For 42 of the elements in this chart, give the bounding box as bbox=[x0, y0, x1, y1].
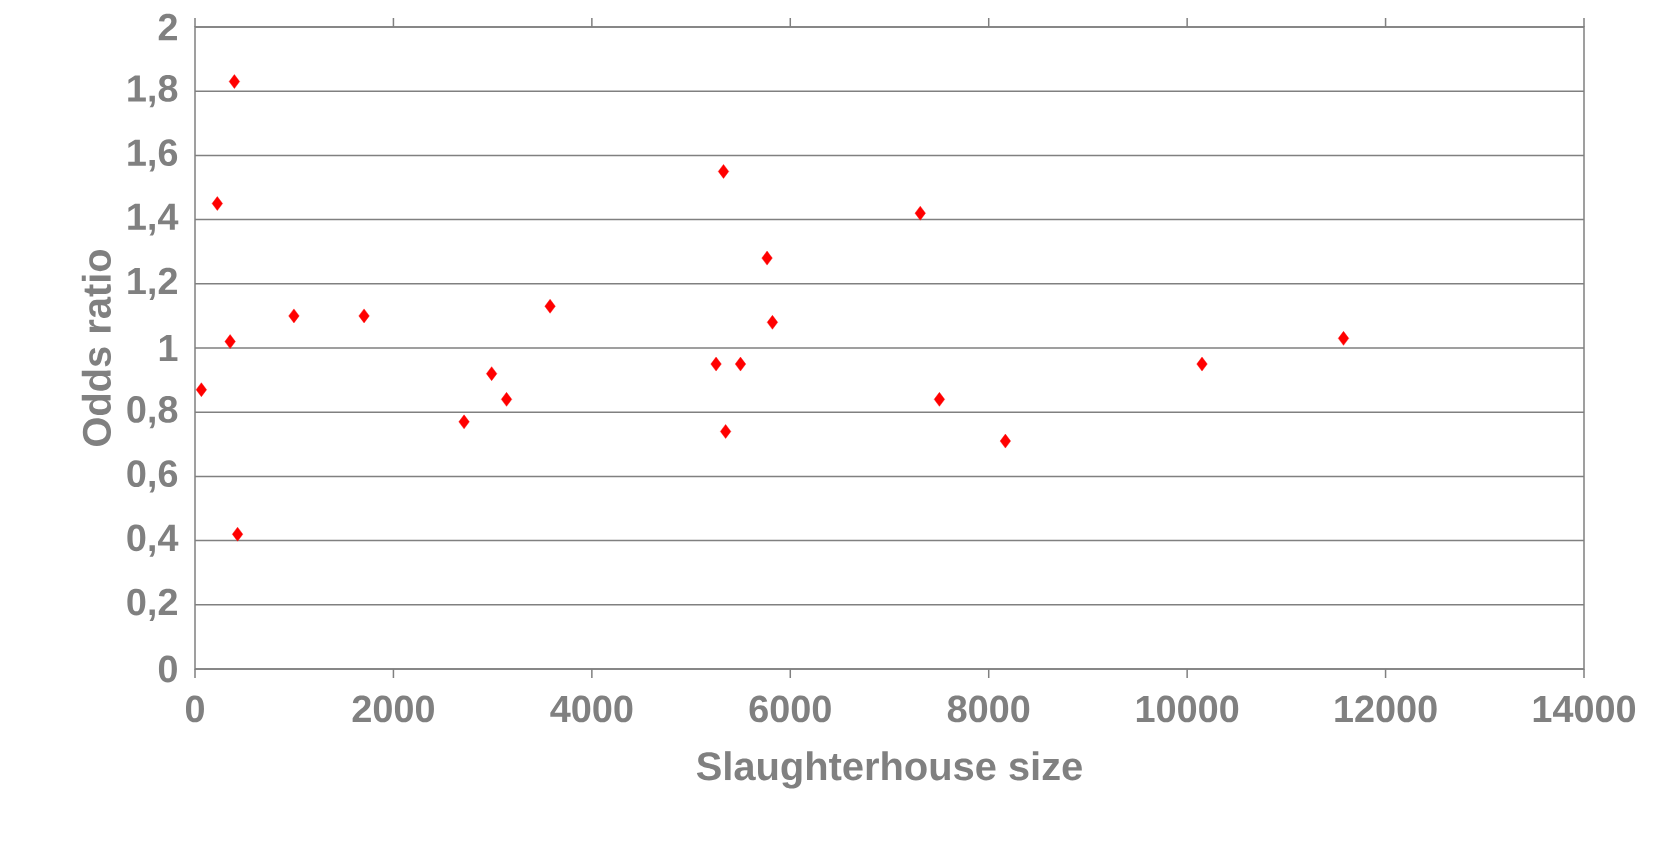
y-tick-label: 1 bbox=[159, 334, 178, 362]
x-tick-label: 12000 bbox=[1335, 695, 1437, 723]
point bbox=[720, 424, 732, 439]
point bbox=[224, 334, 236, 349]
point bbox=[501, 392, 512, 407]
point bbox=[999, 433, 1011, 449]
y-tick-label: 0 bbox=[158, 655, 177, 683]
x-tick-label: 6000 bbox=[749, 695, 831, 723]
point bbox=[710, 356, 722, 372]
point bbox=[228, 74, 240, 89]
point bbox=[211, 196, 223, 211]
point bbox=[1338, 331, 1349, 346]
y-tick-label: 0,4 bbox=[127, 524, 179, 557]
x-tick-label: 14000 bbox=[1533, 695, 1636, 723]
y-tick-label: 0,8 bbox=[127, 396, 178, 429]
point bbox=[232, 526, 244, 542]
point bbox=[761, 250, 773, 266]
y-tick-label: 0,2 bbox=[127, 588, 177, 621]
point bbox=[195, 382, 207, 397]
point bbox=[358, 308, 370, 324]
point bbox=[544, 299, 556, 314]
y-tick-label: 1,8 bbox=[128, 75, 178, 108]
point bbox=[914, 205, 926, 221]
point bbox=[766, 315, 778, 330]
point bbox=[718, 164, 729, 179]
x-axis-title: Slaughterhouse size bbox=[696, 751, 1082, 789]
y-tick-label: 1,6 bbox=[128, 139, 178, 172]
y-axis-title: Odds ratio bbox=[81, 249, 112, 446]
x-tick-label: 8000 bbox=[947, 695, 1030, 723]
point bbox=[458, 414, 470, 430]
y-tick-label: 2 bbox=[158, 13, 177, 41]
point bbox=[1196, 356, 1208, 372]
point bbox=[288, 308, 300, 324]
point bbox=[933, 392, 945, 407]
x-tick-label: 4000 bbox=[550, 695, 633, 723]
x-tick-label: 2000 bbox=[352, 695, 434, 723]
x-tick-label: 10000 bbox=[1136, 695, 1239, 723]
point bbox=[486, 366, 498, 381]
y-tick-label: 0,6 bbox=[127, 460, 178, 493]
x-tick-label: 0 bbox=[185, 695, 204, 723]
y-tick-label: 1,4 bbox=[128, 203, 179, 236]
y-tick-label: 1,2 bbox=[128, 267, 177, 300]
